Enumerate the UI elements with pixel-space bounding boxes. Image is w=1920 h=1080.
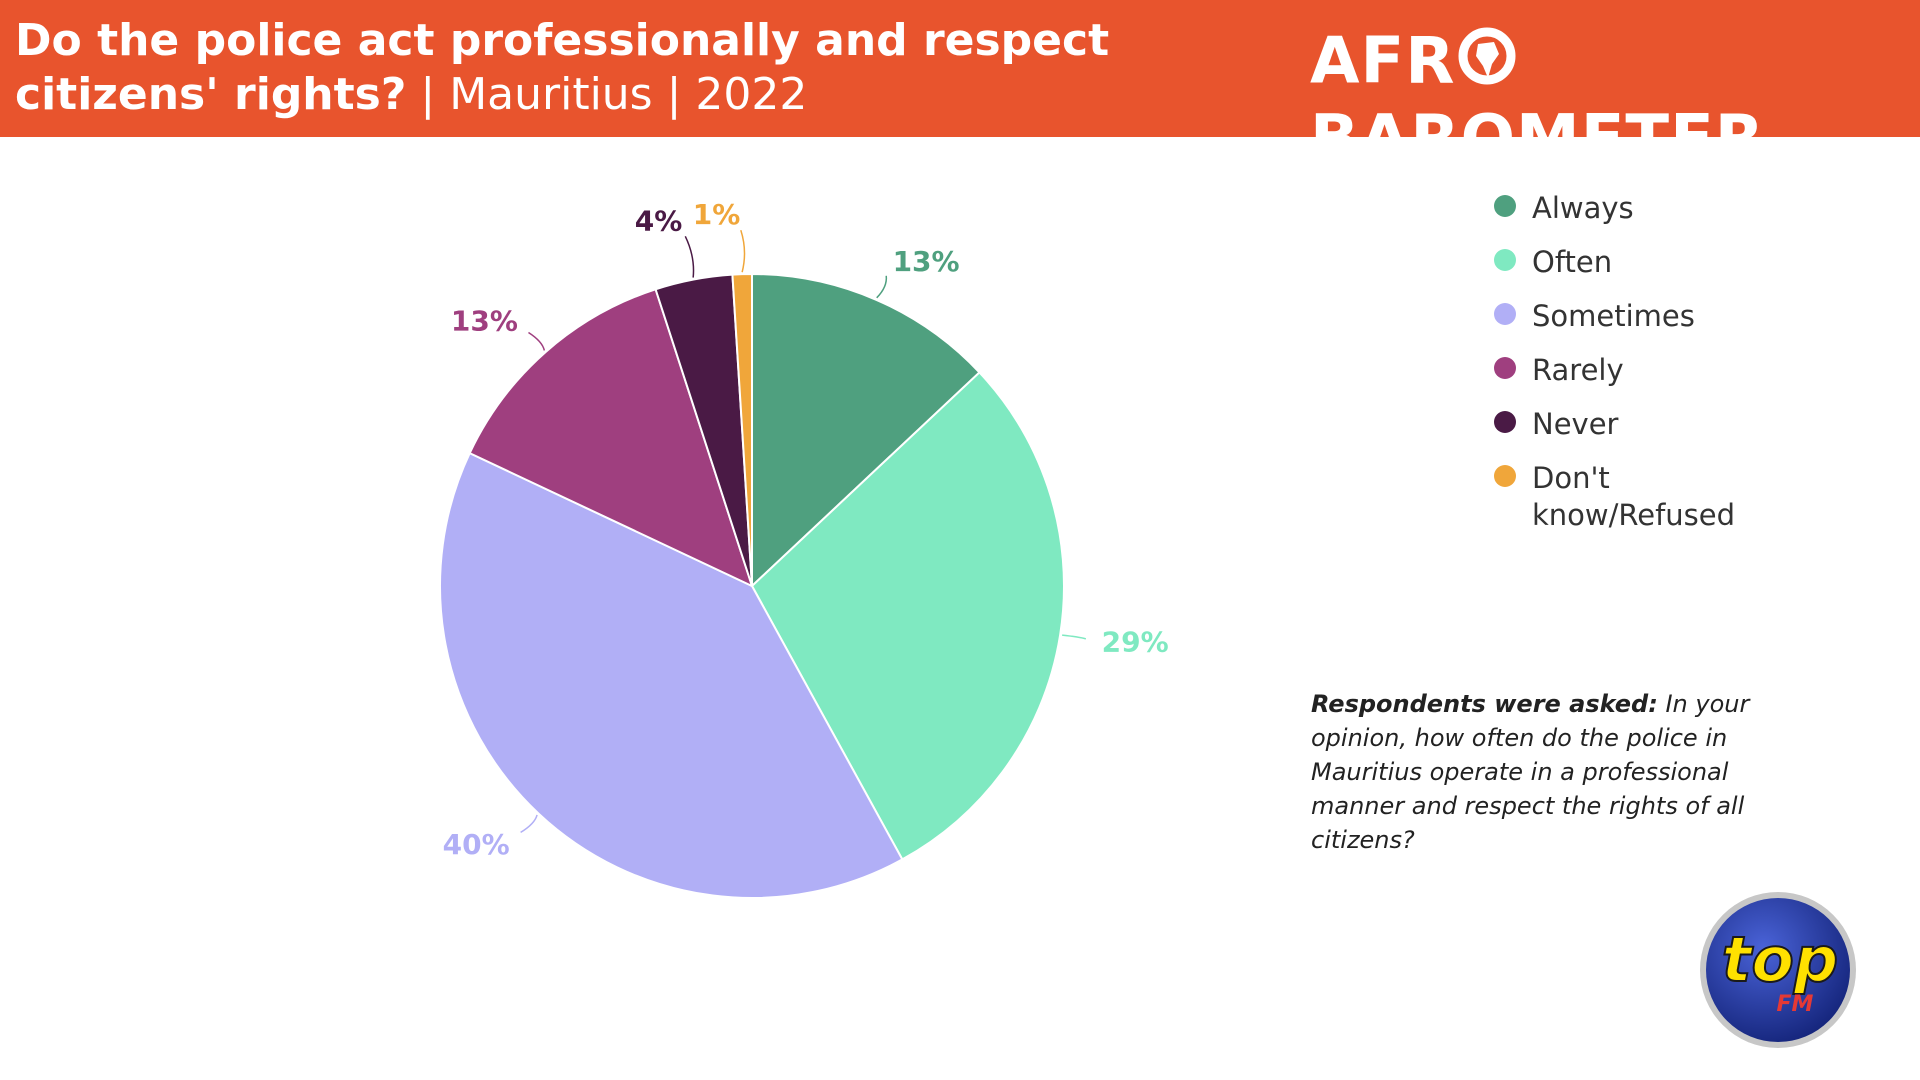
top-fm-logo: top FM top FM [1697,889,1859,1051]
chart-title-question: Do the police act professionally and res… [15,15,1110,120]
pie-slice-sometimes [439,451,904,899]
legend-label: Often [1532,245,1613,279]
legend-item: Sometimes [1494,298,1794,335]
legend: Always Often Sometimes Rarely Never Don't kno… [1494,190,1794,551]
brand-left: AFR [1310,24,1456,99]
pie-slice-always [751,272,981,589]
chart-subtitle: | Mauritius | 2022 [406,69,808,120]
legend-swatch [1494,303,1516,325]
survey-question-note: Respondents were asked: In your opinion,… [1311,687,1791,857]
pie-data-label: 4% [635,205,683,238]
svg-text:top: top [1722,923,1839,996]
pie-leader-line [528,331,546,351]
note-text: In your opinion, how often do the police… [1311,690,1750,854]
afrobarometer-logo: AFRBAROMETER [1310,26,1910,174]
pie-leader-line [1062,634,1087,640]
legend-swatch [1494,249,1516,271]
africa-icon [1458,26,1516,104]
legend-item: Never [1494,406,1794,443]
legend-swatch [1494,411,1516,433]
pie-data-label: 40% [443,828,510,861]
chart-title: Do the police act professionally and res… [15,14,1245,122]
header-bar: Do the police act professionally and res… [0,0,1920,174]
legend-label: Sometimes [1532,299,1695,333]
svg-text:FM: FM [1777,992,1814,1017]
pie-leader-line [684,235,695,278]
pie-slice-rarely [468,288,754,588]
legend-item: Often [1494,244,1794,281]
top-fm-badge-icon: top FM [1700,892,1856,1048]
legend-item: Always [1494,190,1794,227]
pie-leader-line [876,275,888,299]
pie-data-label: 13% [893,245,960,278]
pie-data-label: 13% [451,304,518,337]
legend-swatch [1494,195,1516,217]
legend-item: Rarely [1494,352,1794,389]
legend-item: Don't know/Refused [1494,460,1794,534]
pie-leader-line [520,814,538,834]
legend-swatch [1494,357,1516,379]
legend-label: Rarely [1532,353,1624,387]
pie-slice-often [750,371,1065,861]
note-lead: Respondents were asked: [1311,690,1658,718]
pie-slice-don-t-know-refused [731,272,753,587]
legend-label: Never [1532,407,1619,441]
brand-right: BAROMETER [1310,102,1766,176]
pie-data-label: 1% [693,198,741,231]
pie-chart: 13% 29% 40% 13% 4% 1% [439,198,1169,899]
legend-swatch [1494,465,1516,487]
pie-leader-line [740,229,746,273]
pie-data-label: 29% [1102,625,1169,658]
legend-label: Always [1532,191,1634,225]
legend-label: Don't know/Refused [1532,461,1736,532]
